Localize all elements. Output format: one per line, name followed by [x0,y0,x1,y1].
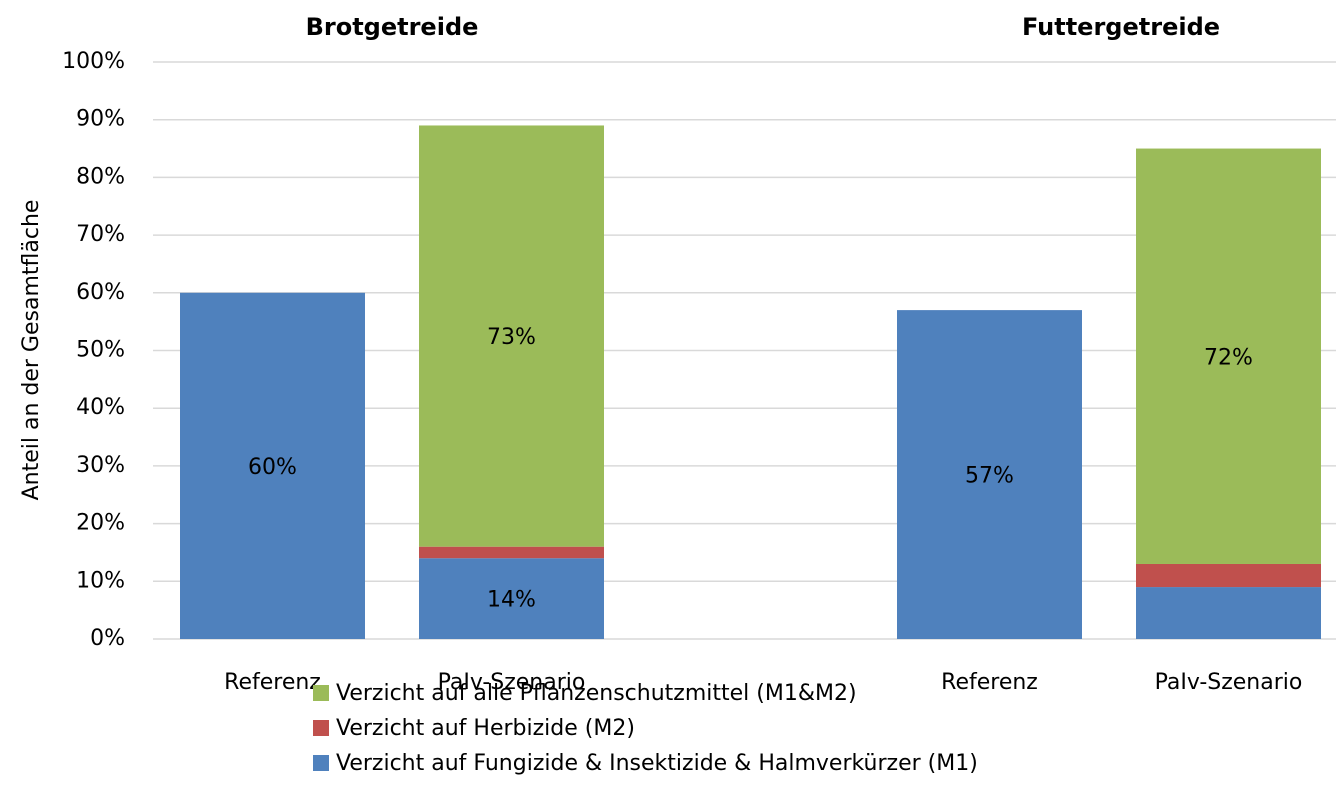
bar-segment [1136,148,1321,564]
legend-label: Verzicht auf Fungizide & Insektizide & H… [336,751,978,776]
bar-segment [180,292,365,639]
bar-segment [1136,563,1321,588]
y-tick-label: 10% [76,568,125,593]
y-tick-label: 20% [76,511,125,536]
y-tick-label: 60% [76,280,125,305]
x-tick-label: PaIv-Szenario [1155,670,1303,695]
data-label: 60% [248,455,297,480]
data-label: 73% [487,325,536,350]
y-tick-label: 80% [76,164,125,189]
bar-segment [419,558,604,639]
data-label: 57% [965,464,1014,489]
y-tick-label: 30% [76,453,125,478]
y-tick-label: 70% [76,222,125,247]
data-label: 72% [1204,345,1253,370]
y-axis-label: Anteil an der Gesamtfläche [19,200,44,501]
y-tick-label: 100% [62,49,125,74]
y-tick-label: 40% [76,395,125,420]
x-tick-label: Referenz [224,670,321,695]
x-tick-label: Referenz [941,670,1038,695]
legend-swatch [313,720,329,736]
bar-segment [419,546,604,559]
y-tick-label: 0% [90,626,125,651]
x-tick-label: PaIv-Szenario [438,670,586,695]
bar-segment [1136,587,1321,639]
y-tick-label: 90% [76,107,125,132]
legend-swatch [313,685,329,701]
legend-label: Verzicht auf alle Pflanzenschutzmittel (… [336,681,857,706]
data-label: 14% [487,588,536,613]
y-tick-label: 50% [76,338,125,363]
legend-label: Verzicht auf Herbizide (M2) [336,716,635,741]
group-title: Brotgetreide [306,13,479,41]
bar-segment [419,125,604,547]
bar-segment [897,310,1082,639]
group-title: Futtergetreide [1022,13,1220,41]
legend-swatch [313,755,329,771]
